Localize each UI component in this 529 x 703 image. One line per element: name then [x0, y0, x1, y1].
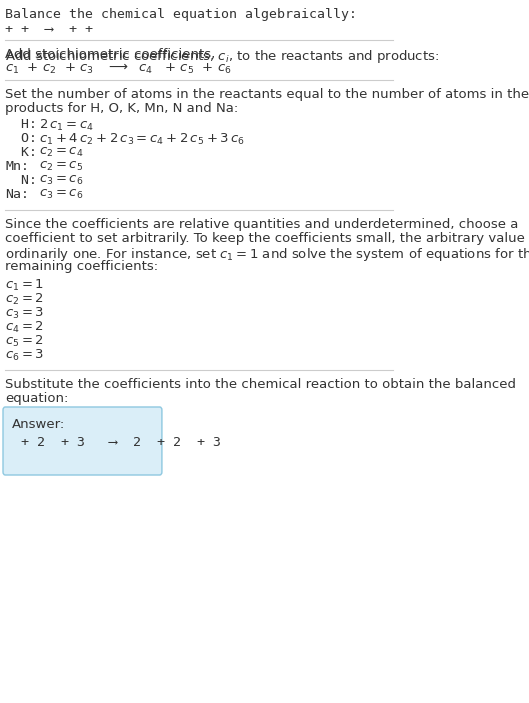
- Text: Mn:: Mn:: [5, 160, 29, 173]
- Text: $c_2 = 2$: $c_2 = 2$: [5, 292, 44, 307]
- FancyBboxPatch shape: [3, 407, 162, 475]
- Text: O:: O:: [5, 132, 37, 145]
- Text: + 2  + 3   ⟶  2  + 2  + 3: + 2 + 3 ⟶ 2 + 2 + 3: [21, 436, 221, 449]
- Text: Add stoichiometric coefficients,: Add stoichiometric coefficients,: [5, 48, 220, 61]
- Text: $c_4 = 2$: $c_4 = 2$: [5, 320, 44, 335]
- Text: Substitute the coefficients into the chemical reaction to obtain the balanced: Substitute the coefficients into the che…: [5, 378, 516, 391]
- Text: remaining coefficients:: remaining coefficients:: [5, 260, 158, 273]
- Text: $c_3 = 3$: $c_3 = 3$: [5, 306, 44, 321]
- Text: Answer:: Answer:: [12, 418, 65, 431]
- Text: Na:: Na:: [5, 188, 29, 201]
- Text: $c_1 + 4\,c_2 + 2\,c_3 = c_4 + 2\,c_5 + 3\,c_6$: $c_1 + 4\,c_2 + 2\,c_3 = c_4 + 2\,c_5 + …: [39, 132, 245, 147]
- Text: N:: N:: [5, 174, 37, 187]
- Text: $c_3 = c_6$: $c_3 = c_6$: [39, 188, 84, 201]
- Text: $c_5 = 2$: $c_5 = 2$: [5, 334, 44, 349]
- Text: ordinarily one. For instance, set $c_1 = 1$ and solve the system of equations fo: ordinarily one. For instance, set $c_1 =…: [5, 246, 529, 263]
- Text: products for H, O, K, Mn, N and Na:: products for H, O, K, Mn, N and Na:: [5, 102, 239, 115]
- Text: H:: H:: [5, 118, 37, 131]
- Text: Set the number of atoms in the reactants equal to the number of atoms in the: Set the number of atoms in the reactants…: [5, 88, 529, 101]
- Text: $c_1$  + $c_2$  + $c_3$   $\longrightarrow$  $c_4$   + $c_5$  + $c_6$: $c_1$ + $c_2$ + $c_3$ $\longrightarrow$ …: [5, 62, 232, 76]
- Text: $c_2 = c_4$: $c_2 = c_4$: [39, 146, 84, 159]
- Text: Since the coefficients are relative quantities and underdetermined, choose a: Since the coefficients are relative quan…: [5, 218, 518, 231]
- Text: Add stoichiometric coefficients, $c_i$, to the reactants and products:: Add stoichiometric coefficients, $c_i$, …: [5, 48, 440, 65]
- Text: $2\,c_1 = c_4$: $2\,c_1 = c_4$: [39, 118, 94, 133]
- Text: + +  ⟶  + +: + + ⟶ + +: [5, 23, 93, 36]
- Text: equation:: equation:: [5, 392, 69, 405]
- Text: $c_1 = 1$: $c_1 = 1$: [5, 278, 44, 293]
- Text: Balance the chemical equation algebraically:: Balance the chemical equation algebraica…: [5, 8, 357, 21]
- Text: coefficient to set arbitrarily. To keep the coefficients small, the arbitrary va: coefficient to set arbitrarily. To keep …: [5, 232, 529, 245]
- Text: $c_6 = 3$: $c_6 = 3$: [5, 348, 44, 363]
- Text: K:: K:: [5, 146, 37, 159]
- Text: $c_2 = c_5$: $c_2 = c_5$: [39, 160, 83, 173]
- Text: $c_3 = c_6$: $c_3 = c_6$: [39, 174, 84, 187]
